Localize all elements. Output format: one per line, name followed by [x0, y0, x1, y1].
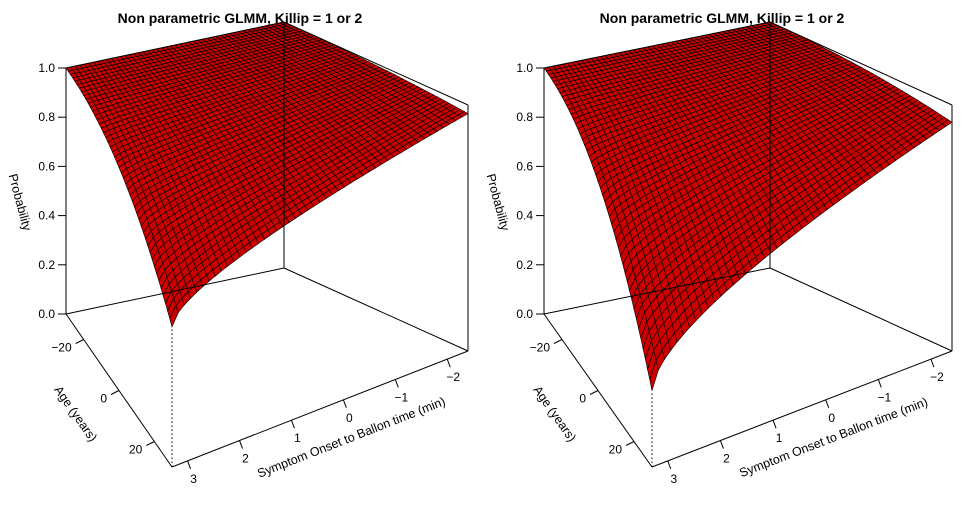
y-tick-label: 20 — [609, 443, 623, 457]
y-tick-mark — [589, 390, 599, 395]
x-axis: 3 2 1 0 −1 −2 — [667, 358, 944, 486]
chart-title: Non parametric GLMM, Killip = 1 or 2 — [118, 10, 363, 26]
z-tick-label: 0.2 — [516, 258, 533, 272]
x-tick-mark — [930, 358, 935, 368]
z-tick-label: 1.0 — [516, 61, 533, 75]
z-axis-label: Probability — [6, 172, 35, 233]
y-tick-mark — [75, 339, 84, 344]
z-tick-label: 0.6 — [38, 159, 55, 173]
box-edge — [283, 21, 469, 106]
z-tick-label: 0.0 — [516, 307, 533, 321]
x-tick-mark — [719, 440, 724, 449]
box-edge — [283, 267, 469, 352]
x-tick-mark — [187, 460, 192, 470]
x-tick-mark — [239, 440, 243, 449]
y-tick-mark — [146, 441, 155, 446]
z-tick-label: 0.2 — [38, 258, 55, 272]
box-edge — [65, 267, 285, 315]
x-tick-mark — [772, 420, 777, 429]
x-tick-label: 0 — [828, 411, 835, 425]
chart-title: Non parametric GLMM, Killip = 1 or 2 — [600, 10, 845, 26]
x-tick-label: −2 — [446, 370, 460, 384]
x-tick-mark — [290, 420, 295, 429]
x-axis-label: Symptom Onset to Ballon time (min) — [737, 395, 929, 480]
surface-plot-right: Non parametric GLMM, Killip = 1 or 2 0.0… — [484, 10, 953, 486]
y-tick-label: −20 — [530, 341, 551, 355]
z-tick-label: 0.8 — [38, 110, 55, 124]
x-tick-label: −2 — [930, 370, 944, 384]
y-tick-mark — [553, 339, 563, 344]
y-tick-label: −20 — [51, 341, 72, 355]
x-tick-mark — [667, 460, 672, 470]
z-axis: 0.0 0.2 0.4 0.6 0.8 1.0 — [38, 61, 66, 321]
surface-facet — [169, 304, 179, 328]
surface-mesh — [543, 21, 953, 391]
box-edge — [543, 267, 771, 315]
y-axis: −20 0 20 — [51, 339, 155, 457]
y-axis: −20 0 20 — [530, 339, 635, 457]
box-edge — [543, 21, 771, 69]
z-axis: 0.0 0.2 0.4 0.6 0.8 1.0 — [516, 61, 544, 321]
z-tick-label: 0.4 — [516, 209, 533, 223]
y-axis-label: Age (years) — [51, 383, 100, 444]
z-tick-label: 0.6 — [516, 159, 533, 173]
x-tick-label: −1 — [394, 390, 408, 404]
x-tick-label: 0 — [346, 411, 353, 425]
surface-facet — [649, 359, 659, 391]
x-tick-mark — [394, 379, 399, 388]
y-axis-label: Age (years) — [530, 383, 579, 444]
chart-panel-right: Non parametric GLMM, Killip = 1 or 2 0.0… — [482, 0, 963, 510]
x-tick-label: 2 — [723, 452, 730, 466]
box-edge — [769, 267, 953, 352]
x-tick-label: 1 — [294, 431, 301, 445]
surface-mesh — [65, 21, 469, 328]
y-tick-label: 0 — [579, 392, 586, 406]
x-tick-label: 3 — [670, 472, 677, 486]
box-edge — [171, 350, 469, 468]
z-tick-label: 0.4 — [38, 209, 55, 223]
z-axis-label: Probability — [484, 172, 513, 233]
box-edge — [651, 350, 953, 468]
x-axis-label: Symptom Onset to Ballon time (min) — [255, 394, 447, 480]
y-tick-mark — [625, 441, 635, 446]
box-edge — [65, 21, 285, 69]
z-tick-label: 0.0 — [38, 307, 55, 321]
x-tick-label: 3 — [190, 472, 197, 486]
y-tick-mark — [110, 390, 120, 395]
x-tick-label: −1 — [877, 390, 891, 404]
z-tick-label: 1.0 — [38, 61, 55, 75]
x-tick-mark — [342, 399, 347, 409]
x-tick-mark — [446, 358, 451, 368]
x-tick-mark — [825, 399, 830, 409]
chart-panel-left: Non parametric GLMM, Killip = 1 or 2 0.0… — [0, 0, 481, 510]
z-tick-label: 0.8 — [516, 110, 533, 124]
y-tick-label: 20 — [129, 443, 143, 457]
x-axis: 3 2 1 0 −1 −2 — [187, 358, 460, 486]
y-tick-label: 0 — [100, 392, 107, 406]
bounding-box — [543, 21, 953, 468]
x-tick-label: 2 — [242, 452, 249, 466]
surface-plot-left: Non parametric GLMM, Killip = 1 or 2 0.0… — [6, 10, 469, 486]
box-edge — [769, 21, 953, 106]
x-tick-mark — [877, 379, 882, 388]
x-tick-label: 1 — [776, 431, 783, 445]
